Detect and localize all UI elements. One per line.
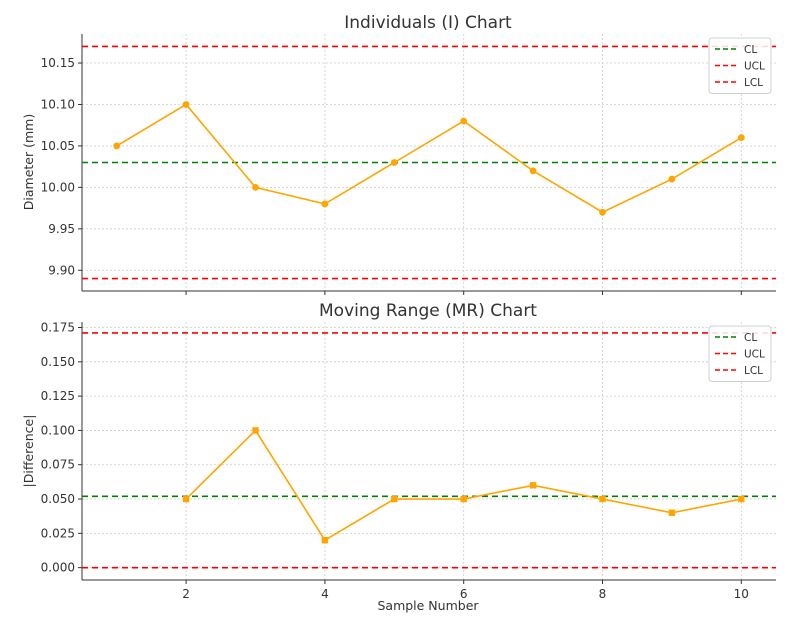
- legend-box: [708, 325, 772, 382]
- y-tick-label: 0.000: [41, 561, 75, 575]
- data-point: [113, 142, 121, 150]
- data-point: [460, 117, 468, 125]
- legend: CL UCL LCL: [708, 325, 772, 382]
- chart-title: Individuals (I) Chart: [344, 13, 512, 33]
- x-tick-label: 10: [734, 587, 749, 601]
- x-tick-label: 6: [460, 587, 468, 601]
- legend-label: LCL: [744, 77, 763, 89]
- moving-range-chart: Moving Range (MR) Chart |Difference| Sam…: [21, 301, 776, 613]
- legend-label: LCL: [744, 365, 763, 377]
- series-line: [116, 103, 742, 214]
- data-point: [668, 175, 676, 183]
- y-tick-label: 10.10: [41, 97, 75, 111]
- data-point: [390, 159, 398, 166]
- y-tick-label: 0.025: [41, 526, 75, 540]
- y-axis-label: Diameter (mm): [21, 114, 36, 210]
- y-tick-label: 9.95: [48, 222, 75, 236]
- data-point: [529, 482, 537, 489]
- legend-box: [708, 37, 772, 94]
- legend-label: UCL: [744, 349, 765, 361]
- data-point: [252, 183, 259, 191]
- y-tick-label: 0.150: [41, 355, 75, 369]
- x-tick-label: 4: [321, 587, 329, 601]
- legend-label: CL: [744, 332, 757, 344]
- data-point: [738, 495, 745, 503]
- legend-label: CL: [744, 44, 757, 56]
- data-point: [599, 208, 606, 216]
- data-point: [321, 200, 329, 208]
- y-tick-label: 0.125: [41, 389, 75, 403]
- y-tick-label: 10.00: [41, 180, 75, 194]
- data-point: [460, 495, 467, 503]
- x-tick-label: 2: [182, 587, 190, 601]
- data-point: [321, 537, 329, 544]
- data-point: [737, 134, 745, 142]
- y-tick-label: 0.075: [41, 458, 75, 472]
- y-tick-label: 10.15: [41, 56, 75, 70]
- legend: CL UCL LCL: [708, 37, 772, 94]
- chart-title: Moving Range (MR) Chart: [319, 301, 537, 321]
- data-point: [529, 167, 537, 175]
- data-point: [668, 509, 676, 516]
- individuals-chart: Individuals (I) Chart Diameter (mm) 9.90…: [21, 13, 776, 295]
- data-point: [182, 495, 190, 503]
- data-point: [252, 427, 259, 434]
- legend-label: UCL: [744, 61, 765, 73]
- y-tick-label: 0.175: [41, 320, 75, 334]
- y-tick-label: 0.100: [41, 423, 75, 437]
- y-axis-label: |Difference|: [21, 415, 36, 488]
- y-tick-label: 10.05: [41, 139, 75, 153]
- x-tick-label: 8: [599, 587, 607, 601]
- x-axis-label: Sample Number: [377, 598, 479, 613]
- data-point: [391, 495, 398, 503]
- y-tick-label: 9.90: [48, 263, 75, 277]
- y-tick-label: 0.050: [41, 492, 75, 506]
- data-point: [182, 101, 190, 108]
- data-point: [599, 495, 606, 503]
